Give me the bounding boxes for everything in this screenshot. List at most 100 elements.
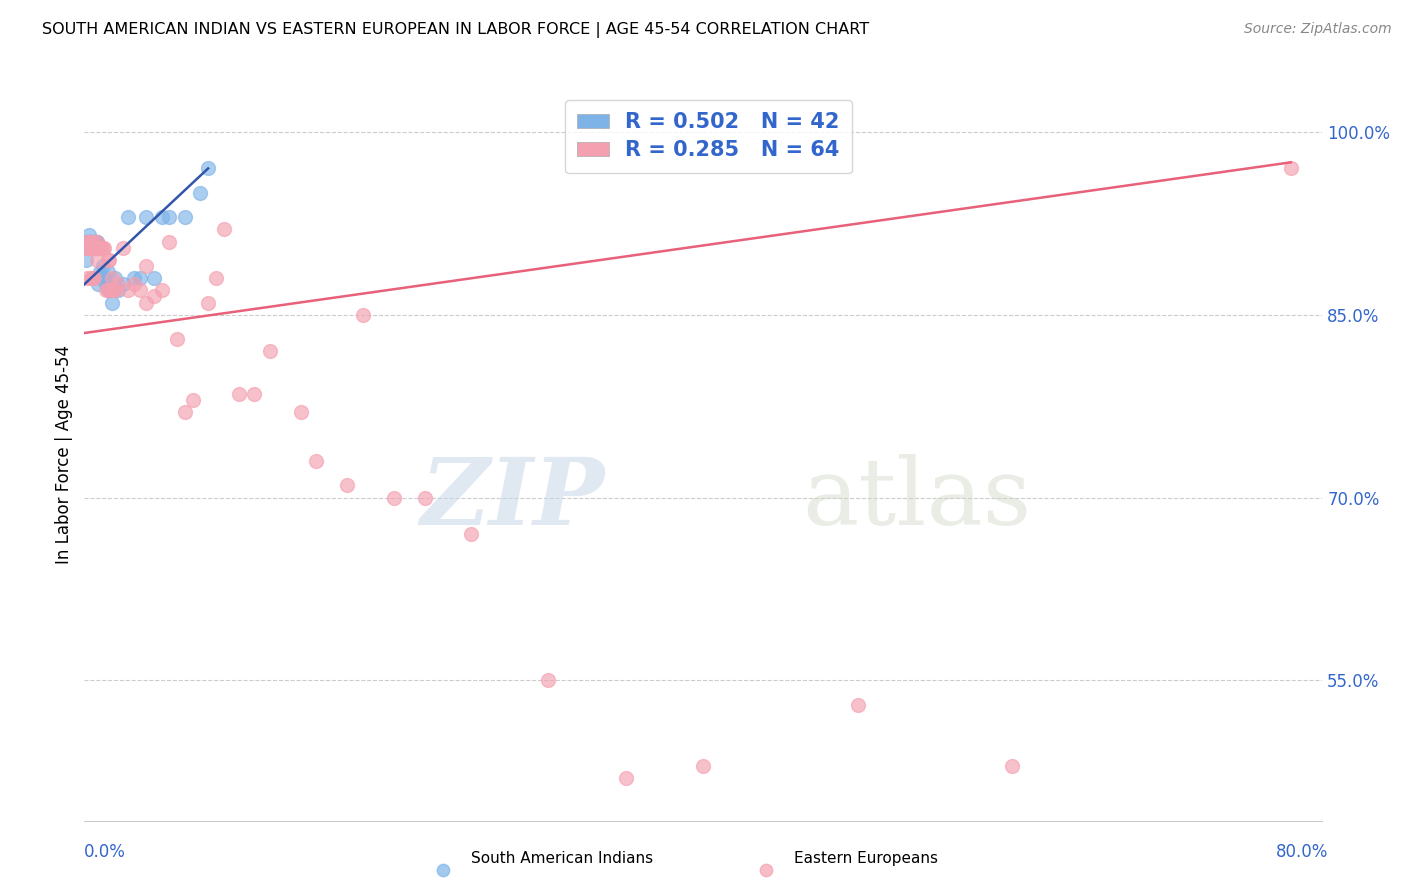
Point xyxy=(181,392,204,407)
Point xyxy=(103,283,125,297)
Point xyxy=(93,271,115,285)
Point xyxy=(79,271,101,285)
Point xyxy=(117,283,139,297)
Point xyxy=(112,241,135,255)
Point xyxy=(159,235,181,249)
Text: South American Indians: South American Indians xyxy=(471,852,654,866)
Point xyxy=(84,241,107,255)
Point xyxy=(122,277,145,292)
Point xyxy=(79,235,101,249)
Point xyxy=(75,235,97,249)
Point xyxy=(259,344,281,359)
Point xyxy=(91,259,114,273)
Point xyxy=(614,771,637,785)
Point xyxy=(76,241,98,255)
Point xyxy=(98,252,121,267)
Text: Source: ZipAtlas.com: Source: ZipAtlas.com xyxy=(1244,22,1392,37)
Point xyxy=(82,235,104,249)
Point xyxy=(107,277,129,292)
Point xyxy=(100,283,122,297)
Point xyxy=(212,222,235,236)
Point xyxy=(90,271,112,285)
Point xyxy=(77,228,100,243)
Point xyxy=(86,235,108,249)
Point xyxy=(413,491,436,505)
Point xyxy=(197,161,219,176)
Point xyxy=(83,235,105,249)
Legend: R = 0.502   N = 42, R = 0.285   N = 64: R = 0.502 N = 42, R = 0.285 N = 64 xyxy=(565,100,852,173)
Point xyxy=(77,235,100,249)
Point xyxy=(1001,758,1024,772)
Point xyxy=(150,283,173,297)
Point xyxy=(692,758,714,772)
Point xyxy=(84,235,107,249)
Point xyxy=(846,698,869,712)
Text: SOUTH AMERICAN INDIAN VS EASTERN EUROPEAN IN LABOR FORCE | AGE 45-54 CORRELATION: SOUTH AMERICAN INDIAN VS EASTERN EUROPEA… xyxy=(42,22,869,38)
Point xyxy=(90,241,112,255)
Point xyxy=(107,283,129,297)
Point xyxy=(82,235,104,249)
Point xyxy=(197,295,219,310)
Point xyxy=(84,241,107,255)
Point xyxy=(75,252,97,267)
Point xyxy=(82,241,104,255)
Point xyxy=(76,271,98,285)
Point xyxy=(135,295,157,310)
Point xyxy=(97,265,120,279)
Text: ZIP: ZIP xyxy=(420,454,605,544)
Point xyxy=(75,241,97,255)
Point xyxy=(432,863,454,877)
Point xyxy=(94,277,117,292)
Point xyxy=(82,271,104,285)
Point xyxy=(91,241,114,255)
Point xyxy=(174,210,197,224)
Point xyxy=(77,241,100,255)
Point xyxy=(159,210,181,224)
Point xyxy=(87,241,110,255)
Point xyxy=(166,332,188,346)
Point xyxy=(228,387,250,401)
Point xyxy=(290,405,312,419)
Point xyxy=(460,527,482,541)
Point xyxy=(537,673,560,688)
Point xyxy=(79,235,101,249)
Point xyxy=(305,454,328,468)
Point xyxy=(129,283,152,297)
Point xyxy=(174,405,197,419)
Point xyxy=(135,210,157,224)
Text: atlas: atlas xyxy=(801,454,1031,544)
Point xyxy=(87,277,110,292)
Point xyxy=(82,241,104,255)
Point xyxy=(89,265,111,279)
Point xyxy=(112,277,135,292)
Point xyxy=(77,235,100,249)
Point xyxy=(83,235,105,249)
Point xyxy=(104,271,127,285)
Point xyxy=(86,235,108,249)
Point xyxy=(87,241,110,255)
Point xyxy=(104,283,127,297)
Point xyxy=(83,241,105,255)
Point xyxy=(122,271,145,285)
Point xyxy=(150,210,173,224)
Point xyxy=(84,241,107,255)
Point xyxy=(755,863,778,877)
Point xyxy=(77,241,100,255)
Point xyxy=(83,271,105,285)
Point xyxy=(79,235,101,249)
Text: Eastern Europeans: Eastern Europeans xyxy=(794,852,938,866)
Point xyxy=(101,271,124,285)
Point xyxy=(205,271,228,285)
Point xyxy=(84,241,107,255)
Point xyxy=(188,186,212,200)
Point xyxy=(243,387,266,401)
Text: 0.0%: 0.0% xyxy=(84,843,127,861)
Text: 80.0%: 80.0% xyxy=(1277,843,1329,861)
Point xyxy=(143,289,166,303)
Point xyxy=(135,259,157,273)
Point xyxy=(117,210,139,224)
Y-axis label: In Labor Force | Age 45-54: In Labor Force | Age 45-54 xyxy=(55,345,73,565)
Point xyxy=(76,241,98,255)
Point xyxy=(98,283,121,297)
Point xyxy=(86,235,108,249)
